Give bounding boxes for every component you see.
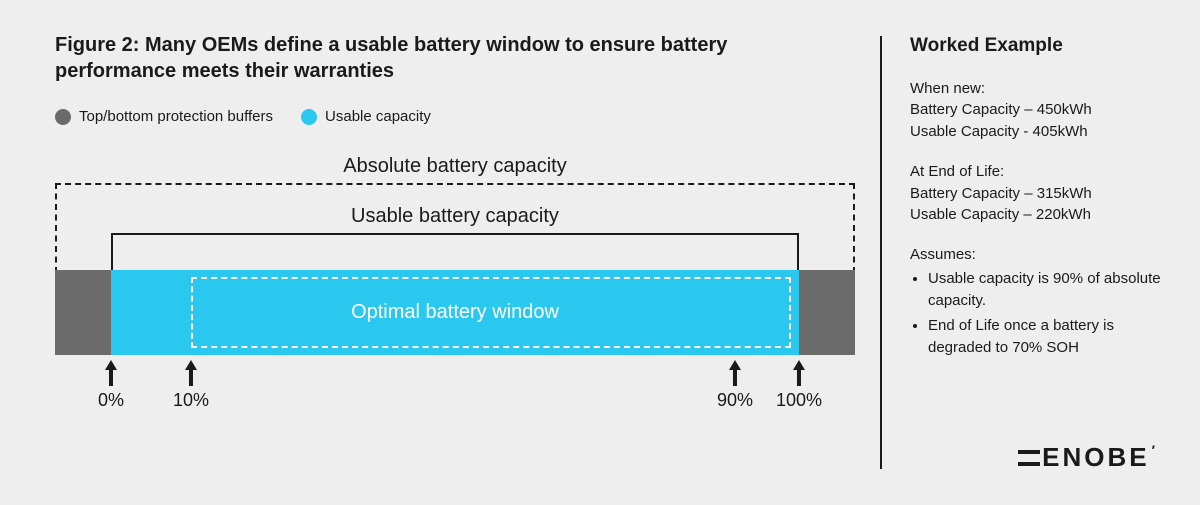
tick-arrow: 90% [717,360,753,411]
figure-title: Figure 2: Many OEMs define a usable batt… [55,32,755,84]
block-assumes: Assumes: Usable capacity is 90% of absol… [910,244,1170,359]
eol-line2: Usable Capacity – 220kWh [910,204,1170,226]
legend-item-usable: Usable capacity [301,108,431,125]
main-panel: Figure 2: Many OEMs define a usable batt… [55,32,855,435]
tick-arrow: 100% [776,360,822,411]
buffer-left [55,270,111,355]
arrow-up-icon [792,360,806,386]
tick-label: 0% [98,390,124,411]
usable-capacity-label: Usable battery capacity [55,205,855,228]
legend-label-usable: Usable capacity [325,108,431,125]
brand-logo: ENOBE ′ [1018,442,1158,473]
arrow-up-icon [104,360,118,386]
legend-item-buffer: Top/bottom protection buffers [55,108,273,125]
usable-bracket [111,233,799,270]
usable-region: Optimal battery window [111,270,799,355]
assumes-heading: Assumes: [910,244,1170,266]
legend: Top/bottom protection buffers Usable cap… [55,108,855,125]
buffer-right [799,270,855,355]
block-when-new: When new: Battery Capacity – 450kWh Usab… [910,78,1170,143]
when-new-line1: Battery Capacity – 450kWh [910,99,1170,121]
eol-line1: Battery Capacity – 315kWh [910,183,1170,205]
assumes-item: Usable capacity is 90% of absolute capac… [928,268,1170,312]
absolute-capacity-label: Absolute battery capacity [55,155,855,178]
arrow-up-icon [184,360,198,386]
when-new-heading: When new: [910,78,1170,100]
sidebar-worked-example: Worked Example When new: Battery Capacit… [910,32,1170,377]
optimal-window-label: Optimal battery window [351,301,559,324]
eol-heading: At End of Life: [910,161,1170,183]
sidebar-heading: Worked Example [910,32,1170,60]
block-end-of-life: At End of Life: Battery Capacity – 315kW… [910,161,1170,226]
tick-arrow: 0% [98,360,124,411]
legend-label-buffer: Top/bottom protection buffers [79,108,273,125]
logo-mark-icon [1018,447,1040,469]
vertical-divider [880,36,882,469]
tick-label: 90% [717,390,753,411]
tick-arrow: 10% [173,360,209,411]
logo-accent-icon: ′ [1152,442,1158,458]
assumes-item: End of Life once a battery is degraded t… [928,315,1170,359]
logo-text: ENOBE [1042,442,1149,473]
legend-swatch-buffer [55,109,71,125]
tick-label: 10% [173,390,209,411]
arrow-up-icon [728,360,742,386]
when-new-line2: Usable Capacity - 405kWh [910,121,1170,143]
tick-label: 100% [776,390,822,411]
battery-bar: Optimal battery window [55,270,855,355]
legend-swatch-usable [301,109,317,125]
assumes-list: Usable capacity is 90% of absolute capac… [910,268,1170,359]
battery-diagram: Absolute battery capacity Usable battery… [55,155,855,435]
